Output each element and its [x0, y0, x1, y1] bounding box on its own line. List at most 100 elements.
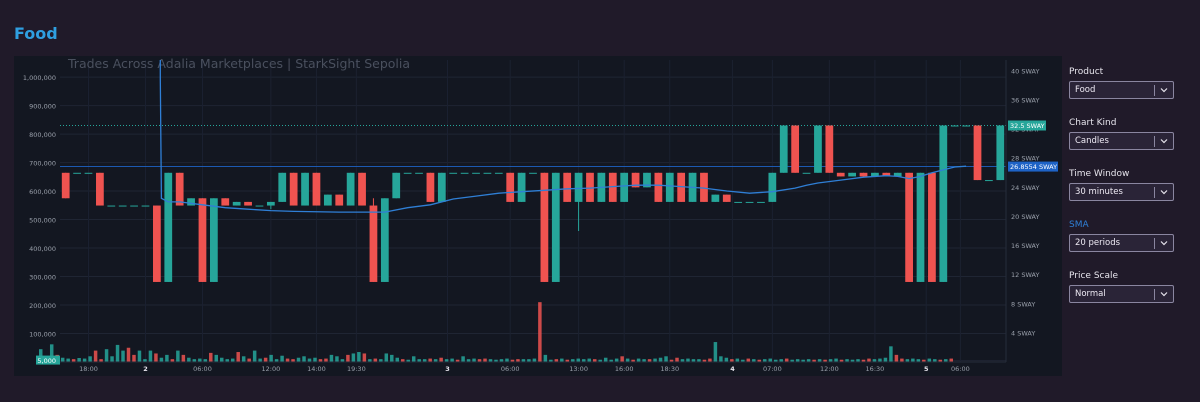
candle-up[interactable]: [483, 172, 492, 174]
chevron-down-icon[interactable]: [1159, 85, 1169, 95]
candle-up[interactable]: [950, 125, 959, 127]
candle-down[interactable]: [369, 205, 378, 282]
candle-up[interactable]: [517, 172, 526, 202]
candle-down[interactable]: [198, 198, 207, 282]
candle-up[interactable]: [472, 172, 480, 174]
chevron-down-icon[interactable]: [1159, 187, 1169, 197]
candle-up[interactable]: [323, 194, 332, 206]
candle-up[interactable]: [529, 172, 537, 174]
candle-down[interactable]: [791, 125, 800, 173]
candle-up[interactable]: [985, 180, 993, 182]
sma-select[interactable]: 20 periods: [1069, 234, 1174, 252]
candle-up[interactable]: [255, 205, 264, 207]
chevron-down-icon[interactable]: [1159, 136, 1169, 146]
candle-up[interactable]: [301, 172, 309, 206]
candle-down[interactable]: [905, 172, 913, 282]
trading-chart[interactable]: Trades Across Adalia Marketplaces | Star…: [14, 56, 1062, 376]
candle-up[interactable]: [346, 172, 355, 206]
candle-up[interactable]: [392, 172, 401, 199]
candle-down[interactable]: [61, 172, 70, 199]
candle-up[interactable]: [962, 125, 970, 127]
chart-kind-select[interactable]: Candles: [1069, 132, 1174, 150]
product-select[interactable]: Food: [1069, 81, 1174, 99]
candle-down[interactable]: [608, 172, 617, 202]
candle-up[interactable]: [460, 172, 469, 174]
candle-up[interactable]: [574, 172, 583, 202]
candle-down[interactable]: [153, 205, 161, 282]
candle-up[interactable]: [380, 198, 389, 282]
candle-up[interactable]: [814, 125, 822, 173]
candle-up[interactable]: [996, 125, 1005, 181]
candle-up[interactable]: [939, 125, 948, 282]
candlestick-chart-svg[interactable]: Trades Across Adalia Marketplaces | Star…: [14, 56, 1062, 376]
candle-up[interactable]: [278, 172, 287, 202]
chevron-down-icon[interactable]: [1159, 289, 1169, 299]
volume-bar: [66, 358, 70, 362]
candle-up[interactable]: [848, 172, 857, 177]
candle-down[interactable]: [335, 194, 344, 206]
candle-up[interactable]: [779, 125, 788, 173]
candle-up[interactable]: [141, 205, 150, 207]
candle-down[interactable]: [825, 125, 834, 173]
candle-down[interactable]: [358, 172, 366, 206]
candle-up[interactable]: [551, 172, 560, 282]
candle-up[interactable]: [73, 172, 81, 174]
time-axis-label: 06:00: [951, 365, 970, 373]
candle-up[interactable]: [916, 172, 925, 282]
candle-down[interactable]: [426, 172, 435, 202]
candle-up[interactable]: [107, 205, 116, 207]
candle-down[interactable]: [312, 172, 321, 206]
candle-down[interactable]: [722, 194, 731, 202]
candle-up[interactable]: [118, 205, 127, 207]
candle-down[interactable]: [506, 172, 515, 202]
candle-down[interactable]: [700, 172, 708, 202]
candle-down[interactable]: [631, 172, 640, 188]
candle-up[interactable]: [711, 194, 720, 202]
candle-down[interactable]: [96, 172, 104, 206]
candle-up[interactable]: [449, 172, 458, 174]
candle-up[interactable]: [266, 201, 275, 206]
candle-up[interactable]: [643, 172, 651, 188]
candle-up[interactable]: [415, 172, 423, 174]
candle-down[interactable]: [175, 172, 184, 206]
candle-down[interactable]: [677, 172, 686, 202]
time-window-select[interactable]: 30 minutes: [1069, 183, 1174, 201]
candle-up[interactable]: [187, 198, 195, 206]
candle-down[interactable]: [540, 172, 549, 282]
candle-down[interactable]: [221, 198, 230, 206]
volume-bar: [148, 350, 153, 362]
volume-bar: [620, 356, 624, 362]
candle-down[interactable]: [836, 172, 845, 177]
candle-up[interactable]: [768, 172, 777, 202]
candle-up[interactable]: [893, 172, 902, 177]
candle-down[interactable]: [654, 172, 663, 202]
candle-up[interactable]: [209, 198, 218, 282]
time-axis-label: 06:00: [193, 365, 212, 373]
candle-up[interactable]: [802, 172, 811, 174]
candle-up[interactable]: [871, 172, 879, 177]
candle-up[interactable]: [403, 172, 412, 174]
candle-down[interactable]: [563, 172, 572, 202]
candle-up[interactable]: [757, 201, 765, 203]
candle-up[interactable]: [494, 172, 503, 174]
candle-up[interactable]: [232, 201, 241, 206]
candle-up[interactable]: [620, 172, 629, 202]
volume-bar: [483, 358, 487, 362]
candle-down[interactable]: [859, 172, 868, 177]
candle-down[interactable]: [289, 172, 298, 206]
candle-up[interactable]: [164, 172, 173, 282]
candle-down[interactable]: [973, 125, 982, 181]
candle-down[interactable]: [244, 201, 252, 206]
candle-up[interactable]: [734, 201, 743, 203]
candle-up[interactable]: [437, 172, 446, 202]
candle-down[interactable]: [928, 172, 936, 282]
volume-bar: [911, 358, 915, 362]
candle-up[interactable]: [665, 172, 674, 202]
candle-up[interactable]: [130, 205, 138, 207]
candle-down[interactable]: [586, 172, 594, 202]
candle-up[interactable]: [745, 201, 754, 203]
chevron-down-icon[interactable]: [1159, 238, 1169, 248]
candle-down[interactable]: [882, 172, 891, 177]
candle-up[interactable]: [84, 172, 93, 174]
price-scale-select[interactable]: Normal: [1069, 285, 1174, 303]
